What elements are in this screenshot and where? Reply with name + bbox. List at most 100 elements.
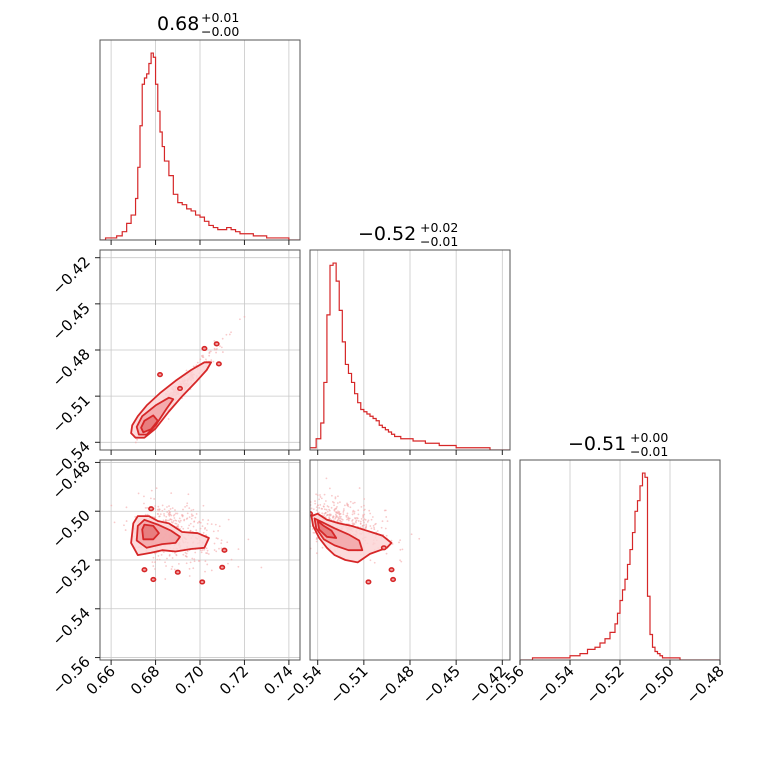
lower-1-0-point-174 (185, 369, 188, 372)
lower-2-1-point-219 (391, 543, 394, 545)
lower-2-0-point-196 (144, 513, 147, 516)
lower-1-0-ytick-label-1: −0.51 (49, 391, 94, 436)
lower-2-1-point-321 (359, 520, 362, 523)
lower-2-0-point-300 (188, 524, 190, 527)
diag-2-bar-19 (635, 511, 638, 660)
lower-2-0-point-405 (205, 552, 207, 554)
diag-0-bar-34 (227, 228, 231, 240)
lower-2-0-point-59 (165, 565, 167, 567)
lower-2-1-point-279 (401, 548, 404, 551)
diag-1-bar-29 (404, 439, 407, 450)
lower-2-0-point-504 (157, 505, 160, 508)
lower-1-0-axes (100, 250, 300, 450)
lower-2-0-point-218 (202, 531, 205, 534)
lower-2-0-point-160 (205, 547, 208, 550)
lower-2-1-point-367 (399, 559, 401, 562)
lower-2-1-point-469 (329, 513, 332, 516)
lower-2-0-point-397 (164, 519, 167, 522)
lower-2-0-point-393 (207, 519, 210, 522)
lower-2-1-point-322 (305, 537, 307, 539)
lower-2-1-point-406 (363, 524, 365, 527)
diag-0-bar-39 (249, 234, 253, 240)
diag-2-bar-22 (643, 473, 646, 660)
lower-2-0-point-87 (188, 516, 191, 519)
lower-2-0-point-34 (177, 520, 180, 522)
lower-2-1-point-45 (385, 516, 388, 518)
lower-2-1-point-425 (358, 487, 361, 489)
lower-2-1-point-383 (328, 513, 330, 516)
lower-2-1-point-310 (365, 524, 368, 527)
lower-2-1-point-458 (319, 494, 321, 496)
lower-2-1-point-369 (346, 502, 348, 505)
lower-2-0-point-151 (215, 537, 218, 540)
diag-2-bar-18 (633, 533, 636, 660)
lower-2-1-point-34 (321, 546, 324, 549)
lower-2-1-point-200 (398, 541, 400, 544)
lower-2-1-point-233 (349, 506, 352, 509)
lower-2-1-point-439 (347, 519, 350, 522)
lower-2-1-point-293 (318, 511, 320, 514)
lower-2-0-point-342 (187, 493, 190, 496)
lower-2-1-point-158 (307, 537, 309, 539)
lower-2-0-point-498 (170, 514, 173, 517)
lower-2-0-point-114 (156, 558, 159, 561)
lower-1-0-contour-island-3 (157, 372, 164, 378)
lower-1-0-point-262 (202, 356, 205, 359)
lower-2-0-point-211 (174, 552, 176, 554)
lower-2-0-point-410 (195, 529, 198, 532)
lower-2-1-point-80 (310, 507, 313, 510)
lower-2-1-axes (317, 460, 503, 660)
lower-2-0-point-470 (172, 514, 175, 517)
lower-1-0-point-516 (205, 358, 207, 361)
lower-2-0-point-268 (206, 522, 209, 525)
lower-2-1-point-494 (331, 500, 334, 503)
lower-2-0-contours (110, 487, 263, 585)
lower-2-1-point-136 (325, 508, 328, 511)
lower-2-1-contour-island-1 (390, 576, 397, 583)
diag-0-bar-11 (144, 78, 146, 240)
lower-2-1-point-466 (335, 511, 338, 514)
lower-2-0-point-172 (218, 547, 220, 550)
lower-2-1-point-331 (347, 505, 350, 508)
lower-2-0-point-245 (170, 568, 173, 570)
lower-2-1-point-371 (330, 506, 333, 509)
lower-2-1-point-232 (334, 496, 337, 499)
lower-2-0-point-508 (175, 522, 178, 525)
diag-1-bar-36 (425, 443, 430, 450)
lower-2-0-point-267 (173, 517, 176, 519)
diag-2-bar-7 (595, 647, 600, 660)
lower-2-0-point-379 (143, 495, 145, 498)
lower-2-1-point-332 (311, 528, 314, 530)
lower-2-0-point-156 (168, 519, 171, 522)
lower-2-0-point-187 (227, 562, 229, 565)
lower-2-0-point-298 (173, 568, 176, 571)
lower-2-0-contour-level-2 (141, 523, 160, 541)
lower-2-1-point-239 (343, 508, 345, 510)
lower-2-0-point-122 (166, 557, 168, 560)
diag-0-bar-14 (151, 53, 153, 240)
lower-2-1-point-357 (319, 503, 322, 506)
lower-2-1-point-135 (323, 503, 326, 505)
lower-1-0-point-312 (200, 355, 203, 357)
diag-2-histogram (520, 472, 720, 660)
lower-2-0-point-510 (194, 551, 197, 554)
lower-2-1-point-326 (305, 513, 307, 515)
diag-2-axes (519, 460, 721, 660)
lower-2-0-point-27 (158, 510, 160, 512)
lower-2-1-point-150 (399, 548, 402, 551)
diag-1-bar-32 (413, 441, 416, 450)
lower-2-0-point-407 (149, 497, 152, 500)
lower-2-0-contour-island-0 (141, 567, 148, 573)
diag-0-bar-12 (147, 74, 149, 240)
lower-2-0-point-213 (200, 551, 203, 554)
lower-2-1-point-186 (334, 517, 337, 520)
lower-2-0-point-304 (146, 513, 149, 516)
lower-2-1-contour-island-3 (380, 545, 387, 551)
lower-2-0-point-466 (160, 553, 163, 556)
lower-2-1-xtick-label-1: −0.51 (326, 662, 371, 707)
lower-1-0-point-478 (209, 350, 212, 353)
lower-2-0-point-117 (192, 525, 195, 528)
diag-2-xtick-label-1: −0.54 (533, 662, 578, 707)
diag-2-bar-8 (600, 643, 605, 660)
diag-2-xtick-label-3: −0.50 (633, 662, 678, 707)
